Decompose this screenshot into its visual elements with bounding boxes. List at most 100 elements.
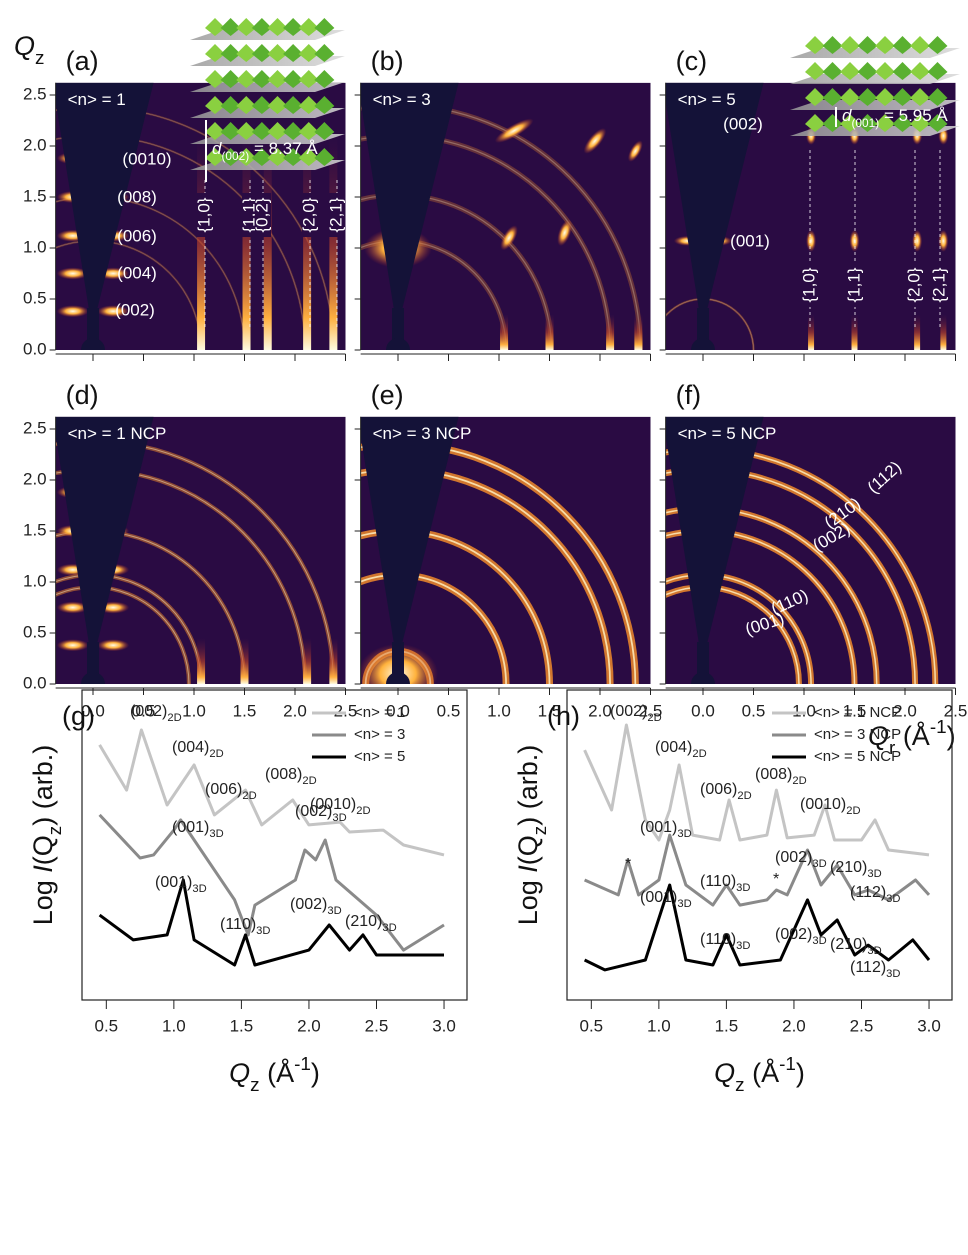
x-tick-label: 1.0 bbox=[792, 701, 816, 720]
spot bbox=[583, 128, 607, 154]
beam-stop-base bbox=[81, 338, 105, 350]
streak bbox=[303, 638, 312, 684]
series-line bbox=[583, 883, 931, 972]
gi-panel bbox=[360, 416, 651, 684]
x-tick-label: 0.5 bbox=[94, 1016, 118, 1035]
text-part: 3D bbox=[382, 922, 396, 934]
miller-label: {2,0} bbox=[299, 197, 318, 232]
beam-wedge bbox=[55, 416, 154, 644]
text-part: (001) bbox=[155, 874, 192, 891]
inset-octahedron bbox=[251, 148, 272, 166]
peak-annotation: (006)2D bbox=[700, 781, 752, 802]
inset-octahedron bbox=[283, 122, 304, 140]
text-part: 3D bbox=[209, 828, 223, 840]
text-part: * bbox=[773, 871, 779, 888]
panel-letter: (f) bbox=[676, 380, 701, 410]
text-part: 3D bbox=[812, 935, 826, 947]
inset-octahedron bbox=[314, 70, 335, 88]
inset-octahedron bbox=[857, 88, 878, 106]
y-tick-label: 2.0 bbox=[23, 469, 47, 488]
peak-annotation: (004)2D bbox=[655, 739, 707, 760]
inset-octahedron bbox=[236, 122, 257, 140]
inset-octahedron bbox=[840, 114, 860, 132]
series-line bbox=[98, 728, 445, 857]
panel-letter: (a) bbox=[66, 46, 99, 76]
text-part: (210) bbox=[830, 859, 867, 876]
peak-annotation: (112)3D bbox=[850, 959, 900, 980]
spacing-label: d(001) = 5.95 Å bbox=[842, 106, 948, 130]
text-part: (Å bbox=[260, 1057, 295, 1088]
peak-label: (002) bbox=[723, 114, 763, 133]
inset-octahedron bbox=[927, 88, 948, 106]
x-tick-label: 1.0 bbox=[162, 1016, 186, 1035]
guide-label-bg bbox=[932, 263, 948, 307]
inset-octahedron bbox=[267, 96, 288, 114]
text-part: (210) bbox=[345, 913, 382, 930]
inset-octahedron bbox=[840, 88, 860, 106]
text-part: 3D bbox=[867, 868, 881, 880]
inset-octahedron bbox=[298, 148, 319, 166]
streak bbox=[197, 135, 206, 350]
x-tick-label: 2.0 bbox=[588, 701, 612, 720]
spot bbox=[938, 229, 949, 252]
guide-label-bg bbox=[802, 263, 818, 307]
streak bbox=[808, 314, 815, 350]
text-part: (002) bbox=[221, 149, 249, 163]
panel-label: <n> = 1 bbox=[68, 90, 126, 109]
inset-octahedron bbox=[283, 148, 304, 166]
text-part: (Å bbox=[745, 1057, 780, 1088]
text-part: r bbox=[889, 738, 895, 759]
text-part: Q bbox=[14, 31, 35, 61]
peak-annotation: (006)2D bbox=[205, 781, 257, 802]
x-tick-label: 3.0 bbox=[917, 1016, 941, 1035]
text-part: 3D bbox=[736, 940, 750, 952]
peak-annotation: * bbox=[625, 856, 631, 873]
x-tick-label: 1.5 bbox=[230, 1016, 254, 1035]
gi-panel bbox=[665, 416, 956, 684]
miller-label: {2,1} bbox=[929, 267, 948, 302]
inset-octahedron bbox=[267, 70, 288, 88]
inset-octahedron bbox=[875, 36, 895, 54]
peak-annotation: (008)2D bbox=[755, 766, 807, 787]
beam-wedge bbox=[360, 416, 459, 644]
plot-frame bbox=[81, 689, 468, 1001]
inset-octahedron bbox=[822, 88, 843, 106]
text-part: (210) bbox=[830, 936, 867, 953]
text-part: 3D bbox=[332, 812, 346, 824]
inset-octahedron bbox=[220, 96, 241, 114]
streak bbox=[545, 314, 554, 350]
x-tick-label: 1.5 bbox=[538, 701, 562, 720]
text-part: * bbox=[625, 856, 631, 873]
inset-octahedron bbox=[236, 18, 257, 36]
inset-octahedron bbox=[298, 70, 319, 88]
panel-letter: (c) bbox=[676, 46, 707, 76]
peak-annotation: (001)3D bbox=[172, 819, 224, 840]
inset-octahedron bbox=[298, 18, 319, 36]
peak-annotation: (001)3D bbox=[155, 874, 207, 895]
miller-label: {1,1} bbox=[844, 267, 863, 302]
peak-annotation: (110)3D bbox=[700, 931, 750, 952]
inset-octahedron bbox=[857, 62, 878, 80]
qz-axis-label: Qz bbox=[14, 31, 44, 68]
streak bbox=[606, 314, 615, 350]
peak-annotation: (004)2D bbox=[172, 739, 224, 760]
inset-octahedron bbox=[267, 122, 288, 140]
x-tick-label: 1.0 bbox=[182, 701, 206, 720]
series-line bbox=[98, 813, 445, 952]
text-part: 3D bbox=[677, 898, 691, 910]
inset-octahedron bbox=[314, 122, 335, 140]
text-part: (008) bbox=[265, 766, 302, 783]
inset-octahedron bbox=[267, 44, 288, 62]
streak bbox=[940, 314, 947, 350]
text-part: (Q bbox=[513, 835, 543, 865]
inset-octahedron bbox=[205, 148, 225, 166]
text-part: I bbox=[513, 865, 543, 873]
text-part: Q bbox=[868, 721, 889, 751]
spot bbox=[494, 118, 534, 143]
streak bbox=[851, 314, 858, 350]
y-axis-label: Log I(Qz) (arb.) bbox=[513, 745, 550, 926]
peak-annotation: * bbox=[773, 871, 779, 888]
inset-octahedron bbox=[927, 114, 948, 132]
text-part: ) (arb.) bbox=[28, 745, 58, 826]
streak bbox=[329, 135, 338, 350]
